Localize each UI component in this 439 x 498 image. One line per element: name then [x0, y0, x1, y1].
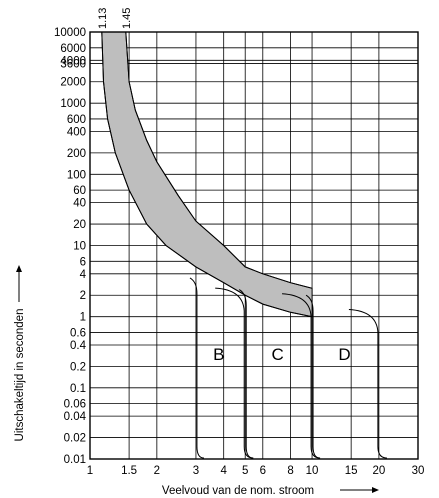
y-tick-label: 0.2 [70, 361, 86, 373]
y-tick-label: 0.4 [70, 340, 87, 352]
x-tick-label: 1 [87, 465, 93, 477]
y-tick-label: 100 [67, 169, 86, 181]
zone-left-curve [189, 277, 204, 459]
plot-frame [89, 31, 419, 460]
y-tick-label: 10000 [54, 27, 86, 39]
y-tick-label: 4000 [60, 55, 86, 67]
x-tick-label: 15 [345, 465, 358, 477]
y-tick-label: 0.04 [64, 411, 87, 423]
y-tick-label: 0.1 [70, 383, 86, 395]
zone-left-curve [238, 289, 254, 459]
x-axis-label: Veelvoud van de nom. stroom [162, 485, 314, 497]
y-tick-label: 6000 [60, 43, 86, 55]
zone-label: D [338, 345, 350, 364]
zone-right-curve [282, 293, 321, 459]
y-tick-label: 40 [73, 198, 86, 210]
y-tick-label: 3600 [60, 59, 86, 71]
y-tick-label: 10 [73, 241, 86, 253]
zone-label: C [272, 345, 284, 364]
zone-right-curve [215, 287, 254, 459]
y-tick-labels: 1000060004000360020001000600400200100604… [54, 27, 87, 466]
y-tick-label: 4 [80, 269, 87, 281]
x-tick-label: 8 [287, 465, 293, 477]
zone-right-curve [348, 309, 387, 459]
trip-zones [189, 277, 387, 459]
x-tick-label: 4 [220, 465, 227, 477]
zone-labels: B C D [213, 345, 351, 364]
chart-grid [89, 31, 419, 460]
y-axis-arrow [16, 265, 22, 302]
zone-label: B [213, 345, 224, 364]
y-tick-label: 1000 [60, 98, 86, 110]
y-tick-label: 0.06 [64, 399, 86, 411]
zone-left-curve [305, 294, 321, 459]
top-label: 1.13 [97, 8, 109, 29]
trip-band [101, 31, 313, 318]
y-tick-label: 200 [67, 148, 86, 160]
y-tick-label: 600 [67, 114, 86, 126]
x-tick-label: 2 [154, 465, 160, 477]
y-tick-label: 1 [80, 312, 86, 324]
y-tick-label: 400 [67, 126, 86, 138]
x-tick-labels: 1 1.5 2 3 4 5 6 8 10 15 20 30 [87, 465, 425, 477]
y-tick-label: 0.6 [70, 327, 86, 339]
x-tick-label: 10 [306, 465, 319, 477]
y-tick-label: 6 [80, 256, 86, 268]
y-tick-label: 2000 [60, 77, 86, 89]
x-tick-label: 1.5 [121, 465, 137, 477]
x-tick-label: 20 [372, 465, 385, 477]
band-upper-curve [125, 31, 313, 289]
top-label: 1.45 [121, 8, 133, 29]
top-labels: 1.13 1.45 [97, 8, 133, 29]
x-tick-label: 5 [242, 465, 248, 477]
x-tick-label: 3 [193, 465, 199, 477]
y-axis-label: Uitschakeltijd in seconden [14, 309, 26, 442]
y-tick-label: 20 [73, 219, 86, 231]
y-tick-label: 2 [80, 290, 86, 302]
y-tick-label: 0.01 [64, 454, 86, 466]
x-tick-label: 30 [412, 465, 425, 477]
y-tick-label: 60 [73, 185, 86, 197]
x-tick-label: 6 [260, 465, 266, 477]
x-axis-arrow [340, 487, 379, 493]
band-lower-curve [101, 31, 313, 318]
y-tick-label: 0.02 [64, 433, 86, 445]
